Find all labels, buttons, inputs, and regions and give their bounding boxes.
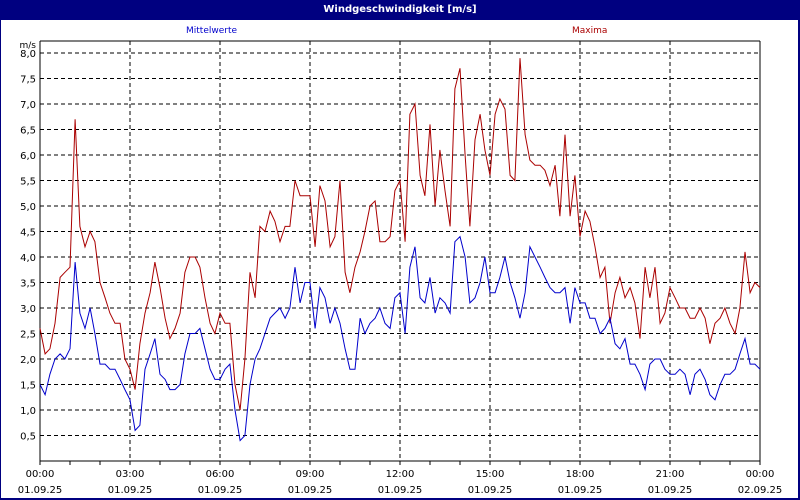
x-tick-time: 00:00 (26, 469, 55, 480)
y-tick-label: 5,0 (20, 202, 36, 213)
x-tick-time: 18:00 (566, 469, 595, 480)
y-tick-label: 6,5 (20, 126, 36, 137)
y-tick-label: 8,0 (20, 49, 36, 60)
x-tick-time: 03:00 (116, 469, 145, 480)
y-tick-label: 3,5 (20, 279, 36, 290)
x-tick-date: 01.09.25 (288, 485, 333, 496)
y-tick-label: 2,5 (20, 330, 36, 341)
y-axis-unit: m/s (20, 41, 37, 51)
series-mittelwerte (39, 235, 761, 442)
y-tick-label: 4,0 (20, 253, 36, 264)
y-tick-label: 7,0 (20, 100, 36, 111)
y-tick-label: 4,5 (20, 228, 36, 239)
x-tick-time: 15:00 (476, 469, 505, 480)
x-tick-date: 01.09.25 (558, 485, 603, 496)
x-tick-time: 12:00 (386, 469, 415, 480)
chart-title: Windgeschwindigkeit [m/s] (0, 0, 800, 20)
legend-mittelwerte: Mittelwerte (186, 26, 238, 36)
y-tick-label: 7,5 (20, 75, 36, 86)
y-tick-label: 1,5 (20, 381, 36, 392)
x-tick-date: 02.09.25 (738, 485, 783, 496)
y-tick-label: 5,5 (20, 177, 36, 188)
x-tick-date: 01.09.25 (378, 485, 423, 496)
y-tick-label: 3,0 (20, 304, 36, 315)
x-tick-date: 01.09.25 (108, 485, 153, 496)
x-tick-time: 06:00 (206, 469, 235, 480)
x-tick-date: 01.09.25 (468, 485, 513, 496)
x-tick-time: 00:00 (746, 469, 775, 480)
y-tick-label: 6,0 (20, 151, 36, 162)
legend-maxima: Maxima (572, 26, 608, 36)
x-tick-time: 21:00 (656, 469, 685, 480)
series-maxima (39, 58, 761, 411)
x-tick-date: 01.09.25 (648, 485, 693, 496)
y-tick-label: 1,0 (20, 406, 36, 417)
x-tick-date: 01.09.25 (198, 485, 243, 496)
x-tick-time: 09:00 (296, 469, 325, 480)
y-tick-label: 0,5 (20, 432, 36, 443)
y-tick-label: 2,0 (20, 355, 36, 366)
x-tick-date: 01.09.25 (18, 485, 63, 496)
